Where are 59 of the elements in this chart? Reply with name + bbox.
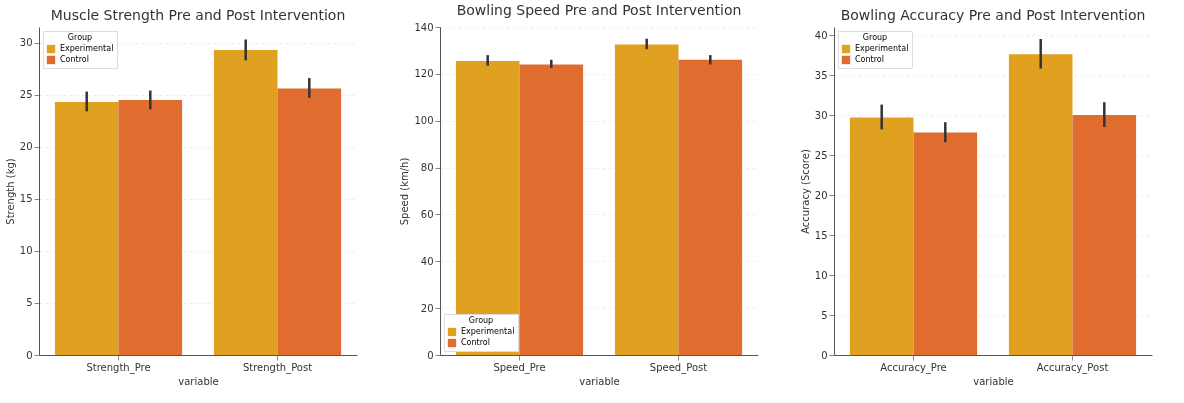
y-tick-label: 30	[19, 37, 33, 49]
bar	[1072, 115, 1137, 355]
y-tick-label: 25	[19, 89, 33, 101]
bar	[213, 49, 278, 355]
y-tick-label: 30	[814, 109, 828, 121]
y-tick-label: 15	[814, 229, 828, 241]
bar	[913, 132, 978, 355]
y-axis-title: Speed (km/h)	[399, 157, 411, 226]
y-tick-label: 35	[814, 69, 828, 81]
y-tick-label: 120	[414, 68, 434, 80]
y-tick-label: 25	[814, 149, 828, 161]
chart-title: Bowling Speed Pre and Post Intervention	[456, 2, 742, 18]
y-tick-label: 15	[19, 193, 33, 205]
y-tick-label: 10	[19, 245, 33, 257]
y-axis-title: Strength (kg)	[4, 158, 16, 225]
y-tick-label: 20	[814, 189, 828, 201]
bar	[519, 64, 584, 355]
y-tick-label: 0	[26, 349, 33, 361]
bar	[277, 88, 342, 355]
bar	[1008, 54, 1073, 355]
y-tick-label: 40	[814, 29, 828, 41]
legend-label: Experimental	[855, 44, 909, 53]
bar	[849, 117, 914, 355]
y-tick-label: 80	[420, 162, 434, 174]
x-tick-label: Accuracy_Post	[1036, 361, 1109, 374]
legend-label: Control	[461, 338, 490, 347]
x-tick-label: Strength_Post	[242, 361, 313, 374]
y-axis-title: Accuracy (Score)	[799, 149, 811, 234]
legend-label: Experimental	[461, 327, 515, 336]
legend-title: Group	[862, 33, 888, 42]
x-axis-title: variable	[579, 375, 620, 387]
x-tick-label: Accuracy_Pre	[880, 361, 947, 374]
x-tick-label: Speed_Post	[649, 361, 708, 374]
legend-title: Group	[468, 316, 494, 325]
x-tick-label: Strength_Pre	[86, 361, 151, 374]
bar	[54, 101, 119, 355]
y-tick-label: 5	[26, 297, 33, 309]
y-tick-label: 20	[420, 302, 434, 314]
bar	[118, 99, 183, 355]
y-tick-label: 60	[420, 208, 434, 220]
x-tick-label: Speed_Pre	[493, 361, 546, 374]
legend-label: Control	[855, 55, 884, 64]
y-tick-label: 5	[821, 309, 828, 321]
bar	[678, 59, 743, 355]
legend-title: Group	[67, 33, 93, 42]
x-axis-title: variable	[178, 375, 219, 387]
x-axis-title: variable	[973, 375, 1014, 387]
y-tick-label: 0	[821, 349, 828, 361]
y-tick-label: 40	[420, 255, 434, 267]
legend-label: Experimental	[60, 44, 114, 53]
y-tick-label: 0	[427, 349, 434, 361]
chart-title: Bowling Accuracy Pre and Post Intervention	[840, 7, 1146, 23]
y-tick-label: 20	[19, 141, 33, 153]
y-tick-label: 140	[414, 21, 434, 33]
legend-label: Control	[60, 55, 89, 64]
y-tick-label: 100	[414, 115, 434, 127]
y-tick-label: 10	[814, 269, 828, 281]
chart-title: Muscle Strength Pre and Post Intervention	[50, 7, 346, 23]
bar	[614, 44, 679, 355]
